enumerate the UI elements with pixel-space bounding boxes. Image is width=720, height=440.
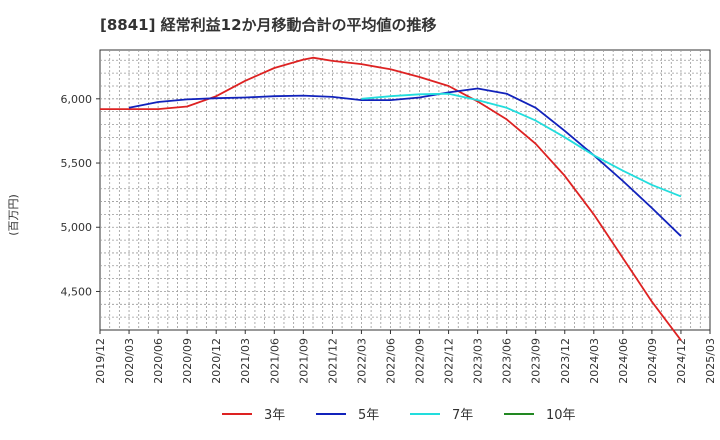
series-line-0 bbox=[100, 56, 682, 341]
legend-label-3: 10年 bbox=[546, 408, 576, 423]
x-axis: 2019/12 2020/03 2020/06 2020/09 2020/12 2021/… bbox=[94, 330, 717, 384]
y-tick-label: 5,500 bbox=[61, 157, 93, 170]
x-tick-label: 2023/09 bbox=[530, 338, 543, 384]
plot-frame bbox=[99, 49, 711, 331]
series-line-2 bbox=[361, 92, 682, 198]
x-tick-label: 2021/09 bbox=[297, 338, 310, 384]
x-tick-label: 2022/12 bbox=[443, 338, 456, 384]
legend-label-2: 7年 bbox=[452, 408, 473, 423]
x-tick-label: 2021/12 bbox=[326, 338, 339, 384]
x-tick-label: 2024/09 bbox=[646, 338, 659, 384]
x-tick-label: 2022/09 bbox=[414, 338, 427, 384]
plot-area bbox=[99, 49, 711, 331]
x-tick-label: 2021/06 bbox=[268, 338, 281, 384]
y-tick-label: 4,500 bbox=[61, 285, 93, 298]
x-tick-label: 2022/03 bbox=[355, 338, 368, 384]
x-tick-label: 2023/03 bbox=[472, 338, 485, 384]
y-tick-label: 5,000 bbox=[61, 221, 93, 234]
x-tick-label: 2022/06 bbox=[384, 338, 397, 384]
x-tick-label: 2020/09 bbox=[181, 338, 194, 384]
x-tick-label: 2024/06 bbox=[617, 338, 630, 384]
chart-title: [8841] 経常利益12か月移動合計の平均値の推移 bbox=[100, 16, 437, 34]
x-tick-label: 2023/12 bbox=[559, 338, 572, 384]
x-tick-label: 2023/06 bbox=[501, 338, 514, 384]
x-tick-label: 2025/03 bbox=[704, 338, 717, 384]
legend-label-1: 5年 bbox=[358, 408, 379, 423]
x-tick-label: 2020/03 bbox=[123, 338, 136, 384]
y-axis: 4,500 5,000 5,500 6,000 bbox=[61, 93, 100, 298]
x-tick-label: 2021/03 bbox=[239, 338, 252, 384]
x-tick-label: 2019/12 bbox=[94, 338, 107, 384]
legend: 3年 5年 7年 10年 bbox=[222, 408, 576, 423]
x-tick-label: 2024/12 bbox=[675, 338, 688, 384]
series-line-1 bbox=[128, 87, 682, 237]
legend-label-0: 3年 bbox=[264, 408, 285, 423]
series-lines bbox=[100, 56, 682, 341]
y-axis-label: (百万円) bbox=[7, 194, 20, 236]
x-tick-label: 2024/03 bbox=[588, 338, 601, 384]
x-tick-label: 2020/12 bbox=[210, 338, 223, 384]
x-tick-label: 2020/06 bbox=[152, 338, 165, 384]
y-tick-label: 6,000 bbox=[61, 93, 93, 106]
